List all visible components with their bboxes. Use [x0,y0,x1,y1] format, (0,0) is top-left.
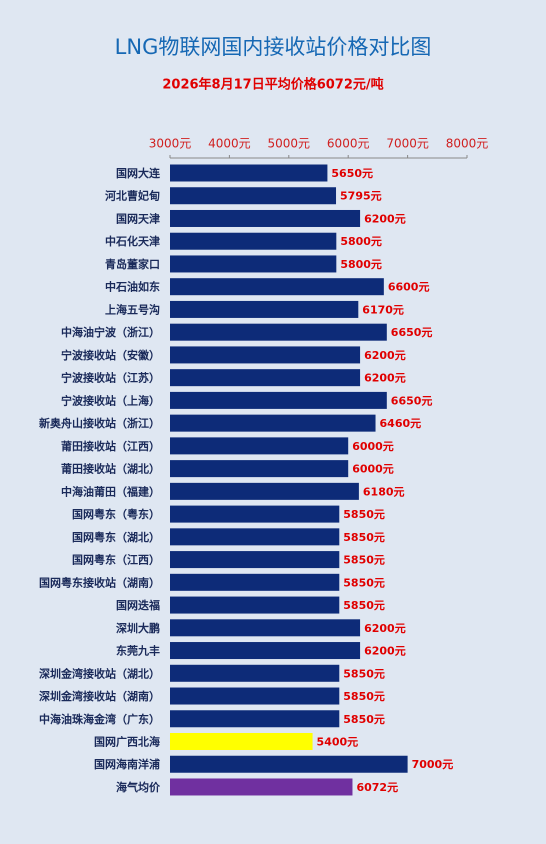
value-label: 5850元 [343,667,385,680]
x-tick-label: 7000元 [386,137,429,151]
category-label: 深圳金湾接收站（湖南） [39,689,160,703]
bar [170,391,387,409]
bar [170,255,337,273]
bar [170,323,387,341]
category-label: 宁波接收站（江苏） [61,371,160,385]
bar [170,551,340,569]
bar [170,619,361,637]
value-label: 5850元 [343,531,385,544]
category-label: 青岛董家口 [105,257,160,271]
category-label: 国网粤东（湖北） [72,530,160,544]
value-label: 5850元 [343,576,385,589]
bar [170,733,313,750]
bar [170,710,340,728]
value-label: 6000元 [352,440,394,453]
category-label: 深圳大鹏 [116,621,160,635]
bar [170,778,353,796]
value-label: 6180元 [363,485,405,498]
category-label: 中海油莆田（福建） [61,484,160,498]
category-label: 莆田接收站（江西） [61,439,160,453]
value-label: 6200元 [364,349,406,362]
bar [170,687,340,705]
bar [170,414,376,432]
bar [170,209,361,227]
value-label: 5400元 [317,736,359,749]
value-label: 5650元 [331,167,373,180]
category-label: 国网粤东接收站（湖南） [39,575,160,589]
value-label: 5850元 [343,690,385,703]
x-tick-label: 6000元 [327,137,370,151]
bar [170,642,361,660]
category-label: 宁波接收站（上海） [61,393,160,407]
category-label: 中海油珠海金湾（广东） [39,712,160,726]
value-label: 6072元 [356,781,398,794]
chart-subtitle: 2026年8月17日平均价格6072元/吨 [162,77,383,93]
bar [170,187,337,205]
bar [170,573,340,591]
bar [170,664,340,682]
value-label: 5795元 [340,190,382,203]
value-label: 6170元 [362,303,404,316]
value-label: 6200元 [364,372,406,385]
value-label: 6200元 [364,212,406,225]
category-label: 国网广西北海 [94,735,160,749]
category-label: 宁波接收站（安徽） [61,348,160,362]
category-label: 东莞九丰 [116,644,160,658]
category-label: 海气均价 [116,780,161,794]
bar [170,437,349,455]
value-label: 6650元 [391,394,433,407]
category-label: 国网海南洋浦 [94,757,160,771]
value-label: 5850元 [343,554,385,567]
bar [170,164,328,182]
value-label: 6000元 [352,463,394,476]
value-label: 6650元 [391,326,433,339]
category-label: 国网大连 [116,166,161,180]
x-tick-label: 8000元 [446,137,489,151]
category-label: 国网天津 [116,211,160,225]
value-label: 5800元 [340,258,382,271]
value-label: 5850元 [343,713,385,726]
value-label: 6200元 [364,622,406,635]
bar [170,755,408,773]
category-label: 上海五号沟 [105,302,160,316]
value-label: 6200元 [364,645,406,658]
bar [170,596,340,614]
bar [170,460,349,478]
bar [170,278,384,296]
value-label: 6460元 [380,417,422,430]
value-label: 5850元 [343,508,385,521]
category-label: 国网迭福 [116,598,160,612]
x-tick-label: 5000元 [268,137,311,151]
bar [170,346,361,364]
bar [170,528,340,546]
category-label: 国网粤东（江西） [72,553,160,567]
value-label: 6600元 [388,281,430,294]
category-label: 中石油如东 [105,280,160,294]
bar [170,369,361,387]
value-label: 7000元 [412,758,454,771]
category-label: 新奥舟山接收站（浙江） [39,416,160,430]
value-label: 5800元 [340,235,382,248]
category-label: 中石化天津 [105,234,160,248]
x-tick-label: 3000元 [149,137,192,151]
x-tick-label: 4000元 [208,137,251,151]
value-label: 5850元 [343,599,385,612]
category-label: 莆田接收站（湖北） [61,462,160,476]
category-label: 深圳金湾接收站（湖北） [39,666,160,680]
bar [170,232,337,250]
category-label: 国网粤东（粤东） [72,507,160,521]
bar [170,505,340,523]
bar [170,300,359,318]
chart-title: LNG物联网国内接收站价格对比图 [115,35,432,59]
category-label: 中海油宁波（浙江） [61,325,160,339]
bar [170,482,359,500]
category-label: 河北曹妃甸 [105,189,160,203]
